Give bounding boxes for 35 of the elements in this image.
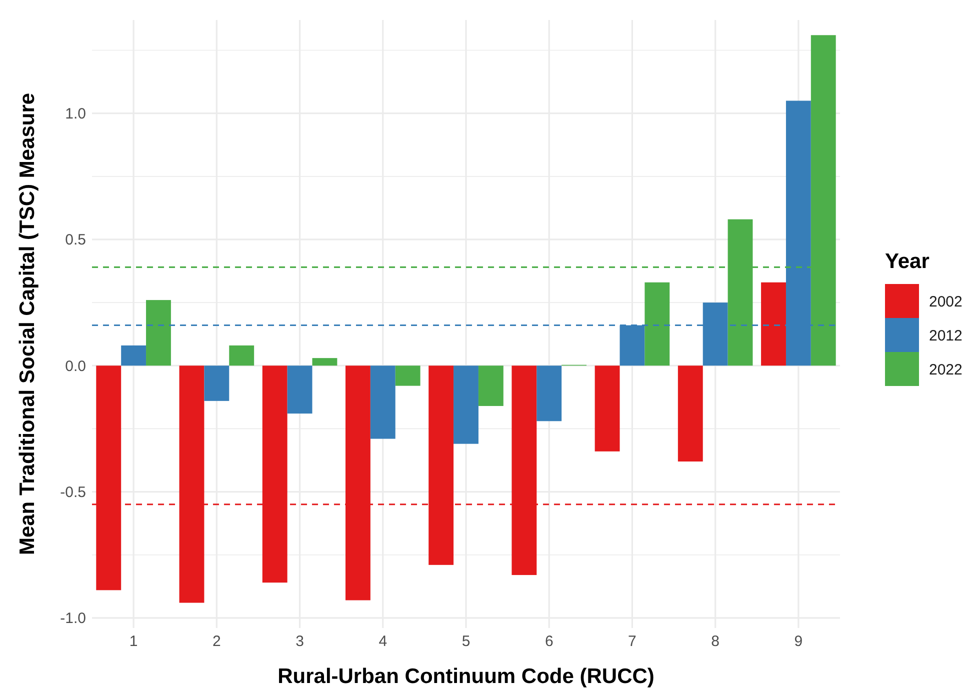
y-tick-label: -0.5 [60, 484, 86, 502]
bar [644, 282, 670, 366]
bar [678, 366, 703, 462]
bar [370, 366, 396, 439]
x-tick-label: 3 [296, 633, 304, 650]
x-tick-label: 4 [378, 633, 388, 650]
x-tick-label: 2 [212, 633, 221, 650]
bar [478, 366, 504, 406]
x-tick-label: 5 [462, 633, 470, 650]
x-tick-label: 9 [794, 633, 803, 650]
legend-title: Year [885, 250, 930, 273]
x-axis-title: Rural-Urban Continuum Code (RUCC) [278, 665, 654, 688]
bar [594, 366, 620, 452]
bar [536, 366, 562, 422]
y-axis-title: Mean Traditional Social Capital (TSC) Measure [16, 92, 39, 556]
bar [395, 366, 420, 386]
legend-label: 2012 [929, 327, 962, 344]
bar [146, 300, 171, 366]
x-tick-label: 1 [129, 633, 138, 650]
bar [312, 358, 338, 366]
y-tick-label: 1.0 [65, 106, 86, 123]
bar [287, 366, 312, 414]
legend-label: 2022 [929, 361, 962, 378]
bar [454, 366, 478, 444]
y-tick-label: 0.5 [65, 232, 86, 249]
y-tick-label: -1.0 [60, 610, 86, 628]
bar [121, 345, 146, 366]
y-tick-label: 0.0 [65, 358, 86, 375]
bar [204, 366, 230, 401]
x-tick-label: 6 [544, 633, 554, 650]
legend-label: 2002 [929, 293, 962, 310]
bar [761, 282, 786, 366]
x-tick-label: 8 [711, 633, 720, 650]
bar [229, 345, 254, 366]
x-tick-label: 7 [628, 633, 636, 650]
